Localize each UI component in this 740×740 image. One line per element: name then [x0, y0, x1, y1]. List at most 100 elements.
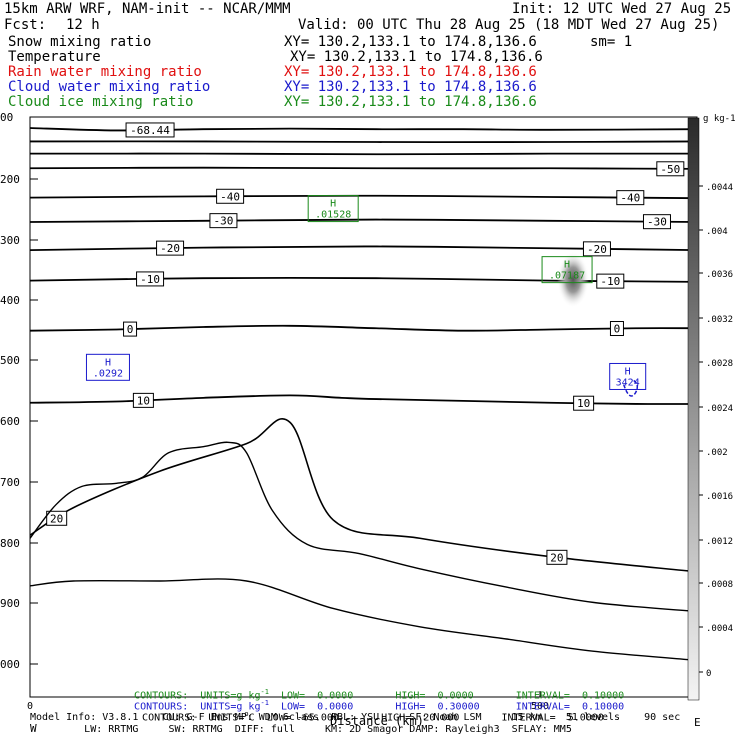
ice-max-0-value: .01528 [315, 210, 351, 221]
footer-model-info: Model Info: V3.8.1 CU: G-F Ens MP: WDM 6… [30, 712, 681, 723]
contour-label-4-0: -40 [220, 190, 240, 203]
contour-info-water-rest: LOW= 0.0000 HIGH= 0.30000 INTERVAL= 0.10… [268, 701, 625, 713]
fcst-value: 12 h [66, 17, 100, 33]
ice-max-1-label: H [564, 260, 570, 271]
contour-line-1 [29, 140, 698, 144]
distance-axis: 0 500 [27, 691, 549, 712]
west-marker: W [30, 722, 37, 735]
pressure-axis: 00 200 300 400 500 600 700 800 900 000 [0, 111, 38, 671]
contour-label-box-8-0 [123, 321, 138, 337]
y-tick-label-5: 600 [0, 415, 20, 428]
contour-label-7-1: -10 [600, 275, 620, 288]
contour-label-10-1: 20 [550, 551, 563, 564]
colorbar-tick-label-3: .0032 [706, 315, 733, 325]
colorbar-unit: g kg-1 [703, 114, 736, 124]
water-max-1-box [609, 362, 647, 390]
contour-label-box-4-1 [616, 190, 645, 206]
contour-label-8-1: 0 [614, 323, 621, 336]
field-temp-xy: XY= 130.2,133.1 to 174.8,136.6 [290, 49, 543, 65]
field-temp-name: Temperature [8, 49, 101, 65]
colorbar: g kg-1 .0044 .004 .0036 .0032 .0028 .0024 .002.… [687, 114, 736, 701]
temperature-contours: -68.44 -50 -40 -40 -30 -30 -20 -20 -10 -10 0 0 10 10 2… [29, 122, 698, 573]
colorbar-tick-label-1: .004 [706, 227, 728, 237]
contour-label-box-9-1 [573, 395, 595, 411]
plot-frame [29, 116, 698, 698]
cloud-ice-shading [557, 251, 590, 308]
contour-line-2 [29, 152, 698, 156]
water-max-0-value: .0292 [93, 368, 123, 379]
y-tick-label-3: 400 [0, 294, 20, 307]
field-snow-extra: sm= 1 [590, 34, 633, 50]
colorbar-tick-label-6: .002 [706, 448, 728, 458]
contour-label-4-1: -40 [620, 192, 640, 205]
contour-label-10-0: 20 [50, 512, 63, 525]
colorbar-tick-label-10: .0004 [706, 624, 733, 634]
field-cloudice-name: Cloud ice mixing ratio [8, 94, 194, 110]
field-rain-xy: XY= 130.2,133.1 to 174.8,136.6 [284, 64, 537, 80]
contour-label-box-5-0 [209, 213, 238, 229]
contour-label-box-8-1 [609, 321, 624, 337]
contour-info-water-text: CONTOURS: UNITS=g kg [134, 701, 261, 713]
contour-label-3-0: -50 [660, 163, 680, 176]
ice-max-1-value: .07187 [549, 271, 585, 282]
cloud-water-contour [622, 379, 639, 397]
contour-info-temp-sup: o [244, 710, 249, 718]
water-max-0-label: H [105, 357, 111, 368]
y-tick-label-1: 200 [0, 173, 20, 186]
field-snow-name: Snow mixing ratio [8, 34, 152, 50]
contour-line-9 [29, 394, 698, 405]
contour-label-box-4-0 [216, 188, 245, 204]
colorbar-tick-label-8: .0012 [706, 537, 733, 547]
contour-label-box-3-0 [656, 161, 685, 177]
contour-label-box-6-0 [156, 240, 185, 256]
field-snow-xy: XY= 130.2,133.1 to 174.8,136.6 [284, 34, 537, 50]
contour-label-box-7-0 [136, 271, 165, 287]
terrain-line [29, 441, 698, 613]
contour-info-water-sup: -1 [260, 699, 269, 707]
y-tick-label-0: 00 [0, 111, 13, 124]
init-time: Init: 12 UTC Wed 27 Aug 25 [512, 1, 732, 17]
footer-physics: LW: RRTMG SW: RRTMG DIFF: full KM: 2D Sm… [30, 724, 572, 735]
y-tick-label-2: 300 [0, 234, 20, 247]
contour-label-box-6-1 [582, 241, 611, 257]
ice-max-0-label: H [330, 199, 336, 210]
contour-info-ice-rest: LOW= 0.0000 HIGH= 0.0000 INTERVAL= 0.100… [268, 690, 625, 702]
contour-label-box-9-0 [132, 392, 154, 408]
contour-info-ice-text: CONTOURS: UNITS=g kg [134, 690, 261, 702]
contour-label-box-10-0 [46, 510, 68, 526]
x-tick-label-1: 500 [531, 701, 549, 712]
ice-max-0-box [307, 195, 359, 223]
y-tick-label-7: 800 [0, 537, 20, 550]
water-max-1-value: 3424 [616, 377, 640, 388]
contour-line-8 [29, 324, 698, 332]
water-max-1-label: H [625, 366, 631, 377]
east-marker: E [694, 716, 701, 729]
contour-label-box-5-1 [642, 214, 671, 230]
contour-line-4 [29, 194, 698, 200]
y-tick-label-9: 000 [0, 658, 20, 671]
contour-info-ice-sup: -1 [260, 688, 269, 696]
contour-label-6-0: -20 [160, 242, 180, 255]
ice-max-1-box [541, 256, 593, 284]
colorbar-tick-label-9: .0008 [706, 580, 733, 590]
contour-line-3 [29, 166, 698, 170]
contour-line-10 [29, 418, 698, 573]
y-tick-label-4: 500 [0, 354, 20, 367]
contour-label-9-1: 10 [577, 397, 590, 410]
y-tick-label-8: 900 [0, 597, 20, 610]
contour-info-temp-rest: C LOW= -65.000 HIGH= 20.000 INTERVAL= 5.… [248, 712, 604, 724]
water-max-0-box [85, 353, 130, 381]
contour-label-box-7-1 [596, 273, 625, 289]
contour-label-5-1: -30 [647, 216, 667, 229]
contour-info-water: CONTOURS: UNITS=g kg-1 LOW= 0.0000 HIGH=… [122, 688, 624, 712]
terrain-outline [29, 441, 698, 662]
field-cloudice-xy: XY= 130.2,133.1 to 174.8,136.6 [284, 94, 537, 110]
valid-time: Valid: 00 UTC Thu 28 Aug 25 (18 MDT Wed … [298, 17, 720, 33]
contour-label-8-0: 0 [127, 323, 134, 336]
contour-line-5 [29, 218, 698, 223]
contour-label-box-10-1 [546, 549, 568, 565]
contour-info-ice: CONTOURS: UNITS=g kg-1 LOW= 0.0000 HIGH=… [122, 677, 624, 701]
field-cloudwater-xy: XY= 130.2,133.1 to 174.8,136.6 [284, 79, 537, 95]
